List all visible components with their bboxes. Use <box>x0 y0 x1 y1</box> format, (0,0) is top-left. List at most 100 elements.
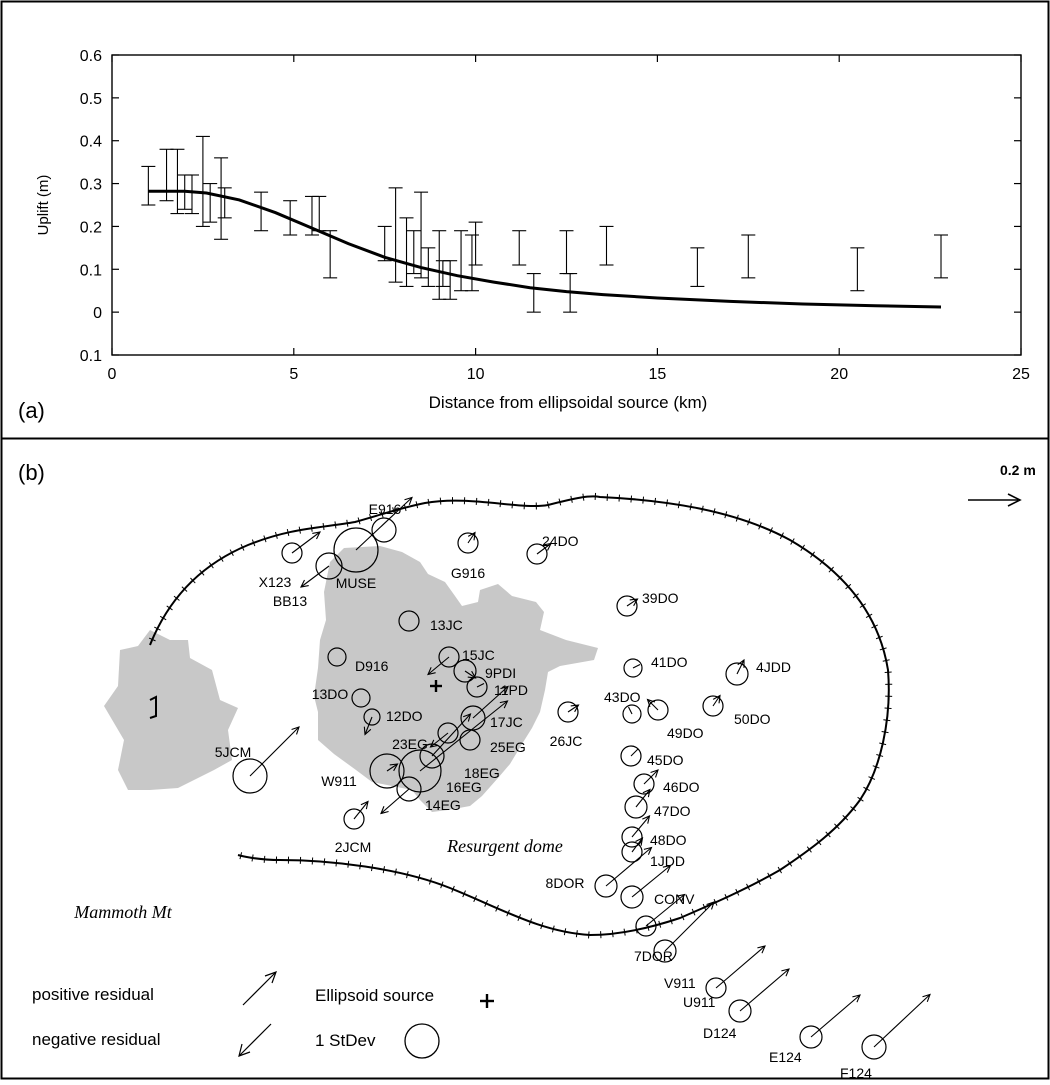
station-label: 17JC <box>490 714 523 730</box>
residual-vector <box>250 727 299 776</box>
residual-vector <box>629 707 633 714</box>
station-label: 43DO <box>604 689 641 705</box>
station-label: 25EG <box>490 739 526 755</box>
scale-arrow-icon <box>968 494 1020 506</box>
station-label: 5JCM <box>215 744 252 760</box>
station-label: 12DO <box>386 708 423 724</box>
station-39do: 39DO <box>617 590 679 616</box>
station-label: 8DOR <box>546 875 585 891</box>
residual-vector <box>606 848 652 887</box>
station-46do: 46DO <box>634 770 700 795</box>
station-label: CONV <box>654 891 695 907</box>
x-tick-label: 0 <box>108 366 117 383</box>
station-label: E916 <box>369 501 402 517</box>
station-43do: 43DO <box>604 689 641 723</box>
resurgent-dome-label: Resurgent dome <box>446 836 563 856</box>
error-bar <box>141 166 155 205</box>
legend-source-cross-icon <box>480 994 494 1008</box>
station-label: MUSE <box>336 575 376 591</box>
y-tick-label: 0.3 <box>80 177 102 194</box>
station-label: F124 <box>840 1065 872 1080</box>
residual-vector <box>740 969 789 1011</box>
residual-vector <box>631 749 638 756</box>
station-label: 4JDD <box>756 659 791 675</box>
x-tick-label: 10 <box>467 366 485 383</box>
station-4jdd: 4JDD <box>726 659 791 685</box>
error-bar <box>465 235 479 291</box>
residual-vector <box>354 802 368 820</box>
x-tick-label: 15 <box>649 366 667 383</box>
station-label: 46DO <box>663 779 700 795</box>
station-label: 50DO <box>734 711 771 727</box>
error-bar <box>160 149 174 200</box>
error-bar <box>741 235 755 278</box>
station-45do: 45DO <box>621 746 684 768</box>
station-label: U911 <box>683 994 716 1010</box>
station-label: 9PDI <box>485 665 516 681</box>
station-label: V911 <box>664 975 696 991</box>
y-tick-label: 0.1 <box>80 348 102 365</box>
error-bar <box>432 231 446 300</box>
error-bar <box>400 218 414 287</box>
station-d124: D124 <box>703 969 789 1041</box>
residual-vector <box>633 665 640 669</box>
station-2jcm: 2JCM <box>335 802 372 856</box>
residual-vector <box>874 995 930 1048</box>
station-label: 13DO <box>312 686 349 702</box>
residual-vector <box>716 946 765 988</box>
error-bar <box>170 149 184 213</box>
panel-b-label: (b) <box>18 460 45 485</box>
negative-residual-arrow-icon <box>239 1024 271 1056</box>
legend-stdev-circle <box>405 1024 439 1058</box>
error-bar <box>218 188 232 218</box>
x-tick-label: 5 <box>289 366 298 383</box>
station-48do: 48DO <box>622 816 687 848</box>
station-label: E124 <box>769 1049 802 1065</box>
error-bar <box>512 231 526 265</box>
x-tick-label: 25 <box>1012 366 1030 383</box>
station-label: 41DO <box>651 654 688 670</box>
error-bar <box>312 196 326 230</box>
station-label: 13JC <box>430 617 463 633</box>
y-tick-label: 0.6 <box>80 48 102 65</box>
station-41do: 41DO <box>624 654 688 677</box>
error-bar <box>850 248 864 291</box>
positive-residual-arrow-icon <box>243 972 276 1005</box>
residual-vector <box>381 789 409 814</box>
station-label: 47DO <box>654 803 691 819</box>
station-x123: X123 <box>259 532 320 590</box>
station-label: 11PD <box>494 682 528 698</box>
plot-a-axes-box <box>112 55 1021 355</box>
station-26jc: 26JC <box>550 702 583 749</box>
station-e124: E124 <box>769 995 860 1065</box>
station-label: 2JCM <box>335 839 372 855</box>
station-conv: CONV <box>621 866 695 909</box>
station-label: W911 <box>321 773 357 789</box>
error-bar <box>934 235 948 278</box>
y-tick-label: 0.1 <box>80 262 102 279</box>
error-bar <box>560 231 574 274</box>
error-bar <box>599 226 613 265</box>
y-tick-label: 0 <box>93 305 102 322</box>
station-label: 14EG <box>425 797 461 813</box>
panel-a-label: (a) <box>18 398 45 423</box>
panel-a-error-bars <box>141 136 948 312</box>
station-label: 48DO <box>650 832 687 848</box>
scale-label: 0.2 m <box>1000 462 1036 478</box>
x-axis-label: Distance from ellipsoidal source (km) <box>429 393 708 412</box>
legend-negative-label: negative residual <box>32 1030 161 1049</box>
legend: positive residual negative residual Elli… <box>32 972 494 1058</box>
error-bar <box>185 175 199 214</box>
station-label: 45DO <box>647 752 684 768</box>
station-g916: G916 <box>451 533 485 582</box>
x-tick-label: 20 <box>830 366 848 383</box>
legend-stdev-label: 1 StDev <box>315 1031 376 1050</box>
error-bar <box>690 248 704 287</box>
station-24do: 24DO <box>527 533 579 564</box>
error-bar <box>469 222 483 265</box>
error-bar <box>527 274 541 313</box>
residual-vector <box>301 566 329 587</box>
